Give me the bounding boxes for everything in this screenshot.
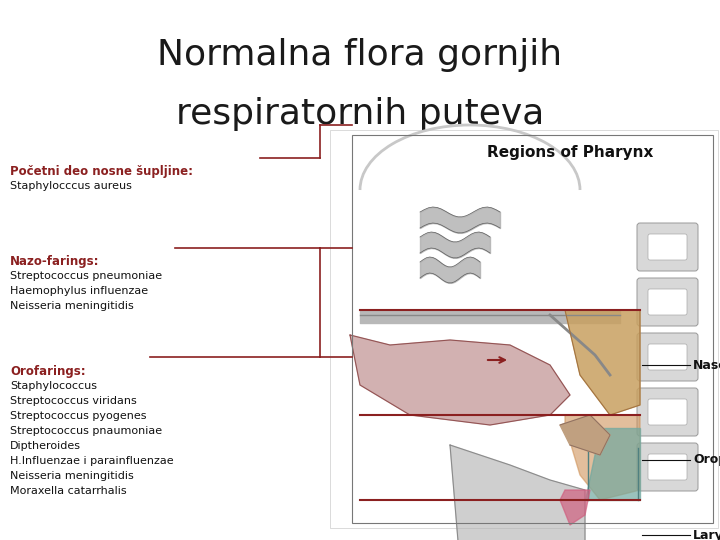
Text: Neisseria meningitidis: Neisseria meningitidis (10, 301, 134, 311)
Text: Laryngopharynx: Laryngopharynx (693, 529, 720, 540)
FancyBboxPatch shape (648, 234, 687, 260)
Polygon shape (565, 310, 640, 415)
Text: Normalna flora gornjih: Normalna flora gornjih (158, 38, 562, 72)
Text: Staphylococcus: Staphylococcus (10, 381, 97, 391)
Text: Oropharynx: Oropharynx (693, 454, 720, 467)
Text: Moraxella catarrhalis: Moraxella catarrhalis (10, 486, 127, 496)
Polygon shape (350, 335, 570, 425)
Text: Diptheroides: Diptheroides (10, 441, 81, 451)
Text: Haemophylus influenzae: Haemophylus influenzae (10, 286, 148, 296)
FancyBboxPatch shape (637, 443, 698, 491)
Text: Nasopharynx: Nasopharynx (693, 359, 720, 372)
FancyBboxPatch shape (637, 388, 698, 436)
Text: Staphylocccus aureus: Staphylocccus aureus (10, 181, 132, 191)
Polygon shape (450, 445, 585, 540)
Text: Neisseria meningitidis: Neisseria meningitidis (10, 471, 134, 481)
Text: H.Influenzae i parainfluenzae: H.Influenzae i parainfluenzae (10, 456, 174, 466)
FancyBboxPatch shape (637, 333, 698, 381)
Text: Regions of Pharynx: Regions of Pharynx (487, 145, 654, 160)
Text: Streptococcus pneumoniae: Streptococcus pneumoniae (10, 271, 162, 281)
Text: Streptococcus viridans: Streptococcus viridans (10, 396, 137, 406)
Text: Streptococcus pnaumoniae: Streptococcus pnaumoniae (10, 426, 162, 436)
Text: Orofarings:: Orofarings: (10, 365, 86, 378)
FancyBboxPatch shape (648, 289, 687, 315)
FancyBboxPatch shape (648, 344, 687, 370)
Bar (330, 130, 718, 528)
FancyBboxPatch shape (648, 399, 687, 425)
Polygon shape (565, 415, 640, 500)
FancyBboxPatch shape (637, 278, 698, 326)
FancyBboxPatch shape (637, 223, 698, 271)
Polygon shape (560, 490, 590, 525)
Text: Nazo-farings:: Nazo-farings: (10, 255, 99, 268)
FancyBboxPatch shape (648, 454, 687, 480)
Text: Streptococcus pyogenes: Streptococcus pyogenes (10, 411, 146, 421)
Bar (352, 135, 713, 523)
Polygon shape (585, 428, 640, 500)
Polygon shape (560, 415, 610, 455)
Text: Početni deo nosne šupljine:: Početni deo nosne šupljine: (10, 165, 193, 178)
Text: respiratornih puteva: respiratornih puteva (176, 97, 544, 131)
